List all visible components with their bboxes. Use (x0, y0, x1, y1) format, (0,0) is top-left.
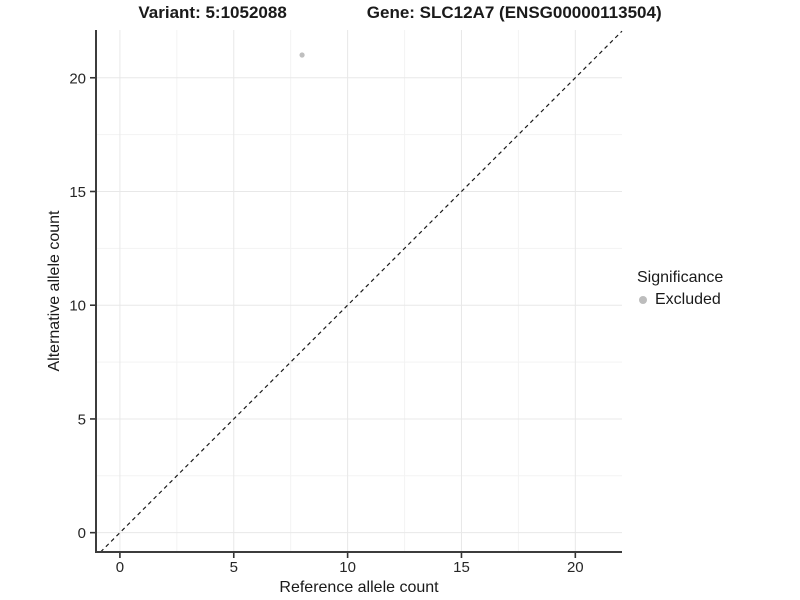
x-tick-label: 5 (230, 559, 238, 576)
gene-title: Gene: SLC12A7 (ENSG00000113504) (366, 3, 662, 22)
x-tick-label: 10 (339, 559, 356, 576)
x-tick-label: 15 (453, 559, 470, 576)
variant-title: Variant: 5:1052088 (138, 3, 287, 22)
legend-item-label: Excluded (655, 291, 721, 308)
data-point (299, 52, 305, 58)
y-tick-label: 20 (69, 70, 86, 87)
y-tick-label: 0 (78, 525, 86, 542)
legend-title: Significance (637, 269, 724, 286)
plot-title: Variant: 5:1052088 Gene: SLC12A7 (ENSG00… (0, 3, 800, 23)
legend: Significance Excluded (637, 267, 723, 309)
legend-point-circle-icon (639, 296, 647, 304)
y-tick-label: 10 (69, 298, 86, 315)
x-axis-title: Reference allele count (279, 579, 439, 596)
y-tick-label: 15 (69, 184, 86, 201)
x-tick-label: 0 (116, 559, 124, 576)
identity-dashed-line (100, 30, 623, 553)
legend-item-excluded: Excluded (637, 291, 723, 309)
y-axis-title: Alternative allele count (46, 210, 63, 372)
y-tick-label: 5 (78, 411, 86, 428)
x-tick-label: 20 (567, 559, 584, 576)
